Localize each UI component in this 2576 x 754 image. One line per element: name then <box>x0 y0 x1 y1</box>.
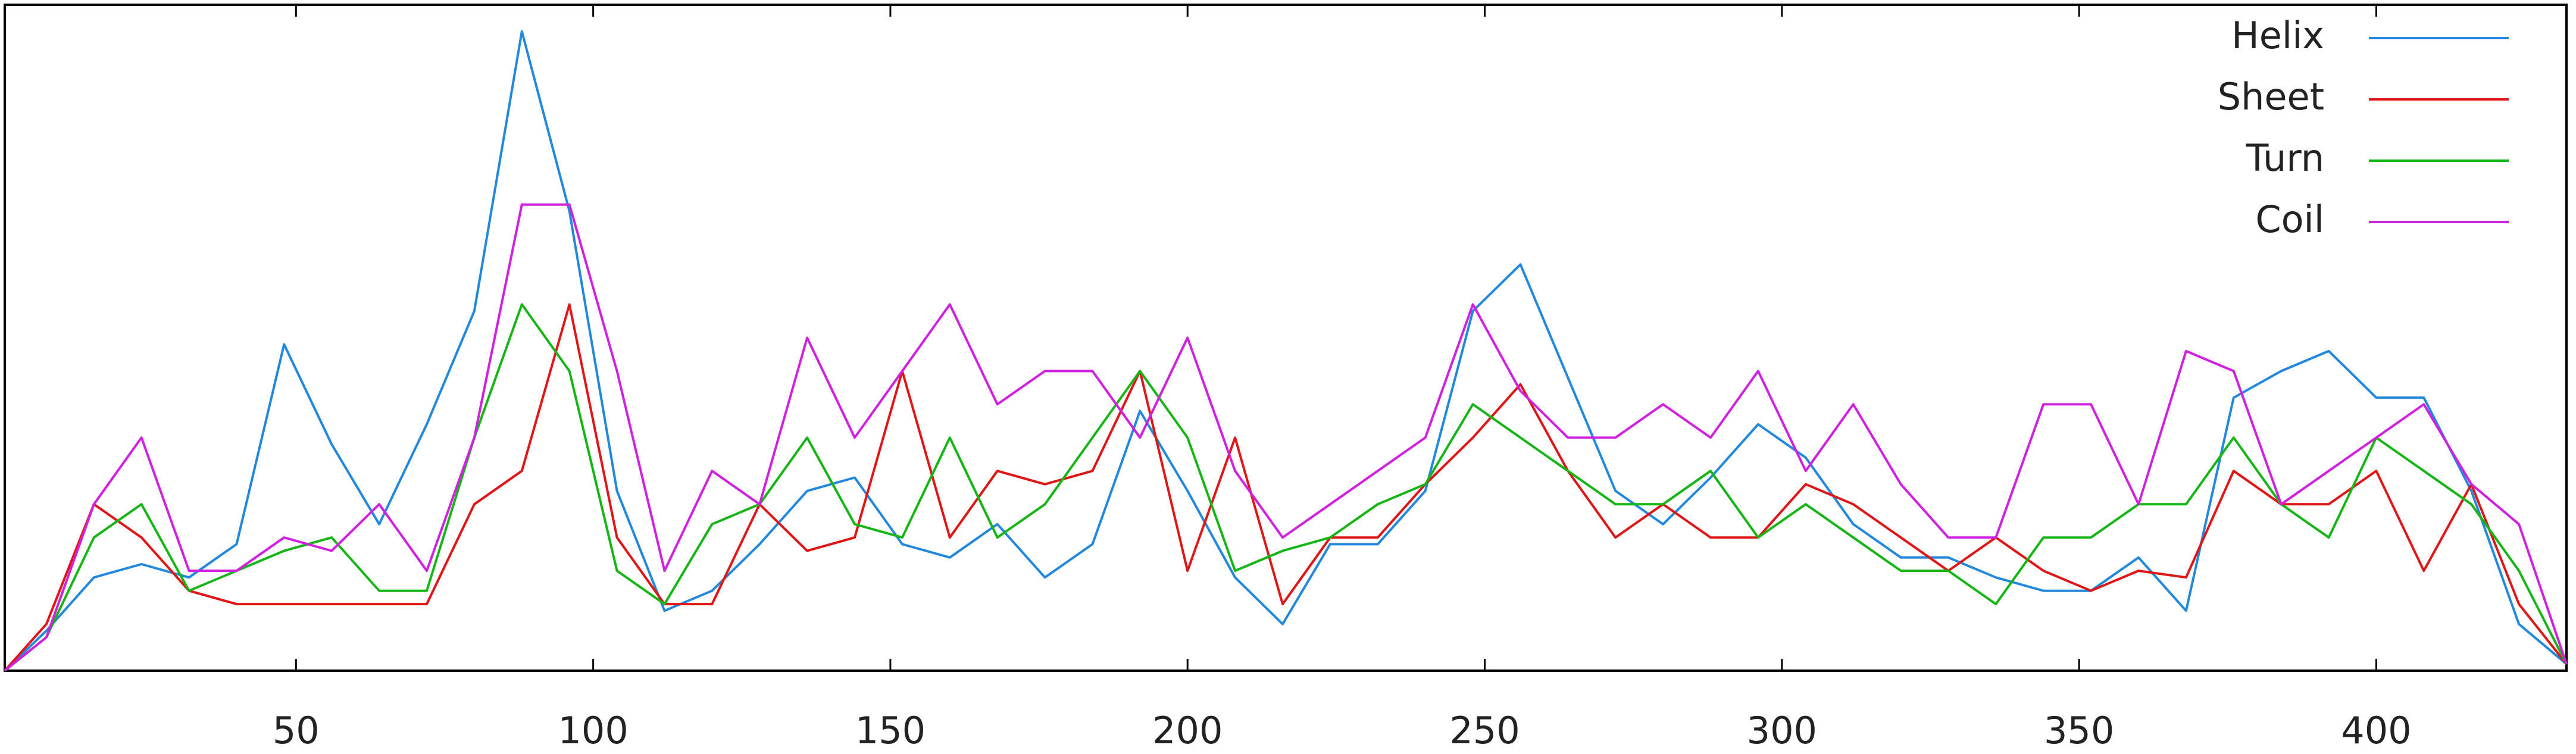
plot-frame <box>4 4 2568 672</box>
legend-label: Turn <box>2246 136 2324 180</box>
series-line <box>4 303 2568 672</box>
legend-label: Coil <box>2255 198 2324 241</box>
x-tick-label: 100 <box>558 709 628 752</box>
x-tick-label: 350 <box>2044 709 2114 752</box>
x-tick-label: 200 <box>1152 709 1223 752</box>
legend-label: Sheet <box>2218 75 2324 118</box>
series-line <box>4 303 2568 672</box>
series-line <box>4 203 2568 672</box>
x-tick-label: 300 <box>1747 709 1817 752</box>
legend-label: Helix <box>2231 14 2324 57</box>
series-line <box>4 30 2568 672</box>
x-tick-label: 50 <box>273 709 320 752</box>
x-tick-label: 250 <box>1449 709 1520 752</box>
x-tick-label: 150 <box>855 709 926 752</box>
x-tick-label: 400 <box>2341 709 2411 752</box>
